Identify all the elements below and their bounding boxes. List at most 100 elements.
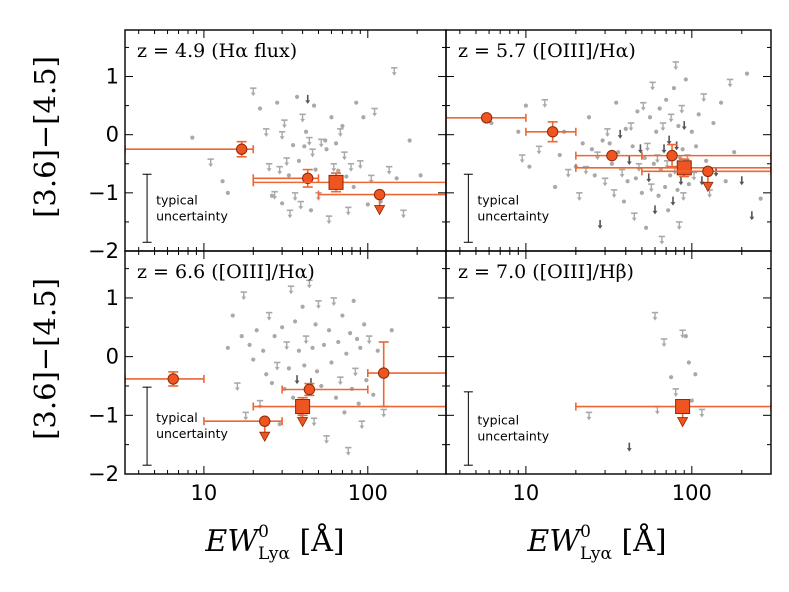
dark-upper-limit-point (670, 196, 676, 206)
upper-limit-arrowhead (631, 217, 637, 222)
detection-point (664, 97, 669, 102)
detection-point (257, 106, 263, 111)
detection-point (600, 138, 605, 143)
highlight-point (317, 188, 446, 216)
detection-point (275, 100, 280, 105)
panel-title: z = 4.9 (Hα flux) (137, 40, 297, 62)
detection-point (239, 333, 244, 339)
upper-limit-point (357, 160, 364, 169)
y-tick-label: −1 (88, 403, 119, 427)
highlight-point (641, 165, 771, 193)
detection-point (314, 369, 320, 374)
detection-point (609, 161, 615, 166)
detection-point (711, 120, 716, 126)
panel-plot-area (125, 279, 446, 456)
upper-limit-point (654, 405, 661, 415)
upper-limit-arrowhead (381, 413, 387, 418)
detection-point (553, 184, 558, 190)
dark-upper-limit-point (305, 94, 311, 104)
upper-limit-arrowhead (659, 240, 665, 245)
x-tick-label: 100 (672, 481, 712, 505)
upper-limit-point (565, 168, 572, 178)
highlight-point (281, 382, 369, 397)
detection-point (696, 112, 701, 117)
dark-limit-arrowhead (674, 146, 680, 151)
limit-arrowhead (373, 205, 386, 216)
upper-limit-point (658, 235, 666, 245)
upper-limit-point (698, 408, 706, 418)
detection-point (351, 298, 356, 303)
uncertainty-label-line1: typical (156, 410, 198, 425)
upper-limit-arrowhead (303, 340, 309, 345)
detection-point (319, 383, 324, 389)
upper-limit-point (649, 81, 656, 91)
detection-point (225, 190, 230, 195)
highlight-point (446, 112, 527, 124)
detection-point (668, 375, 674, 380)
upper-limit-point (310, 417, 318, 427)
upper-limit-point (352, 367, 359, 377)
limit-arrowhead (296, 417, 309, 428)
detection-point (657, 106, 662, 111)
upper-limit-point (601, 177, 609, 187)
detection-point (666, 208, 671, 213)
typical-uncertainty-bar (463, 391, 473, 466)
upper-limit-point (315, 300, 322, 309)
upper-limit-arrowhead (401, 214, 406, 219)
detection-point (643, 225, 649, 230)
detection-point (336, 168, 341, 173)
detection-point (683, 333, 688, 339)
upper-limit-point (286, 209, 294, 219)
detection-point (586, 115, 592, 120)
detection-point (326, 328, 332, 333)
panel-title: z = 6.6 ([OIII]/Hα) (137, 261, 315, 283)
upper-limit-point (726, 78, 734, 88)
upper-limit-point (358, 420, 366, 430)
upper-limit-point (263, 128, 270, 137)
upper-limit-arrowhead (673, 66, 679, 70)
uncertainty-label-line2: uncertainty (156, 208, 228, 223)
upper-limit-point (366, 335, 373, 345)
stacked-square-marker (675, 399, 691, 415)
upper-limit-point (240, 291, 247, 301)
dark-limit-arrowhead (739, 181, 745, 186)
detection-point (689, 398, 694, 403)
detection-point (290, 143, 296, 148)
y-tick-label: 1 (106, 65, 119, 89)
panel-title: z = 7.0 ([OIII]/Hβ) (458, 261, 634, 283)
detection-point (333, 395, 339, 400)
detection-point (251, 357, 256, 362)
upper-limit-arrowhead (300, 118, 305, 123)
detection-point (614, 100, 619, 105)
upper-limit-arrowhead (306, 284, 312, 289)
upper-limit-arrowhead (648, 188, 654, 193)
detection-point (686, 360, 691, 365)
upper-limit-arrowhead (266, 168, 272, 172)
upper-limit-arrowhead (661, 343, 667, 348)
upper-limit-point (648, 183, 655, 193)
upper-limit-arrowhead (542, 104, 548, 108)
upper-limit-arrowhead (337, 133, 343, 137)
detection-point (272, 333, 277, 339)
detection-point (418, 173, 423, 178)
upper-limit-point (400, 209, 407, 219)
detection-point (389, 328, 394, 333)
detection-point (261, 348, 266, 353)
detection-point (693, 372, 698, 377)
binned-circle-marker (303, 383, 316, 396)
limit-arrowhead (259, 431, 271, 443)
upper-limit-point (627, 122, 635, 132)
upper-limit-arrowhead (681, 197, 686, 201)
dark-upper-limit-point (626, 442, 632, 452)
upper-limit-point (325, 215, 333, 225)
detection-point (668, 173, 673, 178)
detection-point (407, 138, 412, 143)
dark-upper-limit-point (681, 121, 687, 131)
dark-limit-arrowhead (597, 225, 603, 229)
uncertainty-label-line1: typical (156, 192, 198, 207)
detection-point (329, 115, 334, 120)
upper-limit-arrowhead (660, 127, 666, 132)
upper-limit-arrowhead (611, 194, 617, 198)
